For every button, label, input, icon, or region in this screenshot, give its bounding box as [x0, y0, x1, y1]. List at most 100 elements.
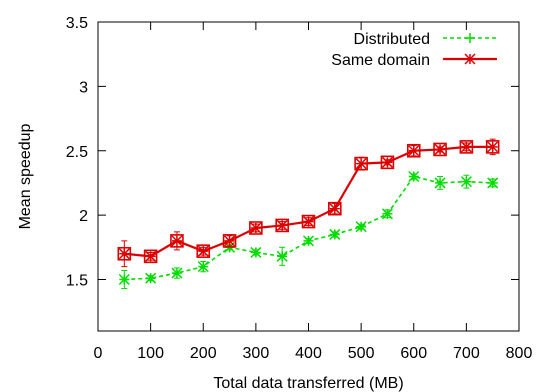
marker-stroke — [487, 177, 499, 189]
data-point — [170, 234, 184, 248]
legend-marker — [465, 33, 475, 43]
x-tick-label: 500 — [348, 345, 375, 362]
plot-border — [97, 21, 520, 332]
data-point — [408, 170, 420, 183]
marker-stroke — [355, 158, 367, 170]
marker-box — [380, 155, 395, 170]
marker-box — [143, 249, 158, 264]
marker-stroke — [118, 248, 130, 260]
data-point-star — [250, 222, 262, 234]
marker-stroke — [145, 272, 157, 284]
legend: Distributed Same domain — [331, 31, 497, 69]
data-point — [301, 214, 316, 229]
data-point — [275, 218, 289, 233]
marker-stroke — [434, 143, 446, 155]
marker-stroke — [302, 235, 315, 247]
data-point — [460, 176, 472, 188]
data-point-star — [487, 141, 499, 153]
data-point — [329, 228, 341, 240]
data-point-star — [197, 245, 209, 257]
marker-stroke — [355, 221, 367, 233]
y-axis-label: Mean speedup — [17, 123, 34, 229]
marker-stroke — [250, 222, 262, 234]
data-point — [197, 261, 209, 273]
data-series — [117, 138, 500, 290]
data-point-star — [118, 248, 130, 260]
tick-labels: 0 100 200 300 400 500 600 700 800 1.5 2 2.5 3 3.5 — [66, 15, 533, 362]
data-point — [406, 143, 421, 158]
data-point-star — [329, 203, 341, 215]
marker-box — [406, 143, 421, 158]
data-point-star — [171, 235, 183, 247]
axis-ticks — [97, 21, 520, 331]
x-tick-label: 300 — [243, 345, 270, 362]
marker-box — [117, 246, 132, 261]
x-tick-label: 800 — [506, 345, 533, 362]
x-axis-label: Total data transferred (MB) — [213, 375, 403, 392]
data-point — [328, 201, 342, 216]
marker-stroke — [276, 250, 288, 262]
y-tick-label: 1.5 — [66, 273, 88, 290]
marker-box — [196, 244, 211, 258]
data-point — [434, 177, 446, 189]
data-point — [249, 221, 263, 235]
marker-box — [328, 201, 342, 216]
data-point-star — [224, 235, 236, 247]
data-point-star — [408, 145, 420, 157]
marker-box — [301, 214, 316, 229]
marker-stroke — [329, 228, 341, 240]
marker-box — [354, 156, 368, 171]
data-point — [487, 177, 499, 189]
series-distributed — [118, 170, 499, 290]
marker-stroke — [487, 141, 499, 153]
data-point — [145, 272, 157, 284]
legend-label: Same domain — [331, 52, 430, 69]
marker-stroke — [145, 250, 157, 262]
marker-stroke — [460, 176, 472, 188]
marker-box — [249, 221, 263, 235]
data-point-star — [302, 216, 315, 228]
data-point — [380, 155, 395, 170]
marker-stroke — [408, 170, 420, 183]
marker-box — [459, 140, 474, 154]
marker-stroke — [118, 273, 130, 286]
data-point — [354, 156, 368, 171]
legend-marker — [464, 53, 476, 65]
data-point — [433, 142, 447, 157]
y-tick-label: 2.5 — [66, 144, 88, 161]
data-point — [171, 267, 183, 279]
legend-label: Distributed — [354, 31, 430, 48]
data-point — [118, 273, 130, 286]
legend-entry: Same domain — [331, 52, 497, 69]
x-tick-label: 200 — [190, 345, 217, 362]
marker-stroke — [381, 156, 393, 168]
x-tick-label: 700 — [453, 345, 480, 362]
data-point-star — [355, 158, 367, 170]
series-same-domain — [117, 138, 500, 268]
data-point — [355, 221, 367, 233]
marker-box — [433, 142, 447, 157]
data-point-star — [460, 141, 472, 153]
marker-stroke — [434, 177, 446, 189]
marker-stroke — [302, 216, 315, 228]
y-tick-label: 3.5 — [66, 15, 88, 32]
plot-frame — [97, 21, 520, 332]
marker-box — [222, 234, 237, 248]
marker-stroke — [276, 219, 288, 231]
data-point — [250, 246, 262, 258]
x-tick-label: 0 — [94, 345, 103, 362]
data-point — [459, 140, 474, 154]
marker-stroke — [464, 53, 476, 65]
data-point — [381, 208, 393, 220]
marker-stroke — [329, 203, 341, 215]
x-tick-label: 100 — [137, 345, 164, 362]
data-point-star — [434, 143, 446, 155]
marker-box — [275, 218, 289, 233]
marker-box — [170, 234, 184, 248]
x-tick-label: 600 — [400, 345, 427, 362]
marker-box — [485, 140, 500, 154]
marker-stroke — [171, 235, 183, 247]
data-point — [196, 244, 211, 258]
data-point — [117, 246, 132, 261]
